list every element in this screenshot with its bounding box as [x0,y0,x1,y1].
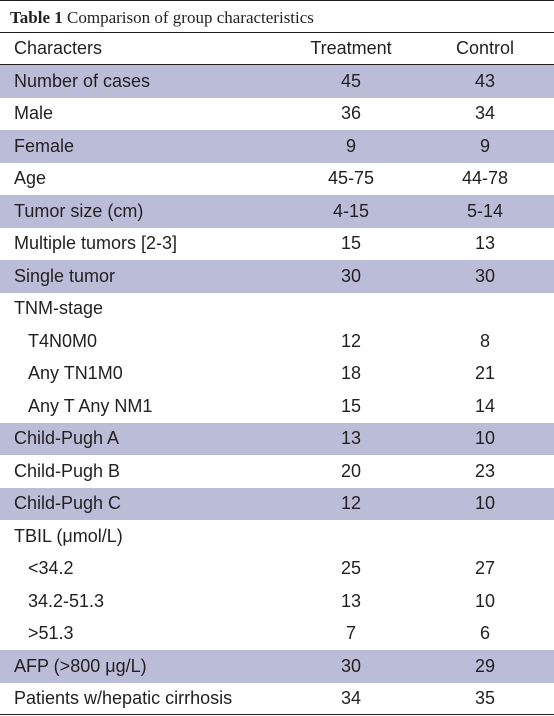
table-row: Number of cases 45 43 [0,65,554,98]
table-row: Patients w/hepatic cirrhosis 34 35 [0,683,554,715]
row-label-cell: Child-Pugh B [14,460,121,481]
table-row: Male 36 34 [0,98,554,131]
table-body: Number of cases 45 43 Male 36 34 Female 9 9 Age 45… [0,65,554,715]
row-label-cell: Child-Pugh C [14,493,122,514]
table-row: Any T Any NM1 15 14 [0,390,554,423]
row-label-cell: Patients w/hepatic cirrhosis [14,687,233,708]
row-label-cell: TNM-stage [14,298,104,319]
table-row: Child-Pugh A 13 10 [0,422,554,455]
table-row: <34.2 25 27 [0,553,554,586]
row-label-cell: T4N0M0 [28,330,98,351]
treatment-cell: 45 [340,70,362,91]
row-label-cell: Number of cases [14,70,151,91]
table-row: >51.3 7 6 [0,618,554,651]
table-row: Single tumor 30 30 [0,260,554,293]
table-row: T4N0M0 12 8 [0,325,554,358]
control-cell: 6 [479,623,490,644]
control-cell: 44-78 [461,168,509,189]
table-row: Child-Pugh C 12 10 [0,487,554,520]
column-header-treatment: Treatment [310,38,392,58]
table-row: Age 45-75 44-78 [0,163,554,196]
control-cell: 21 [474,363,496,384]
control-cell: 5-14 [466,200,504,221]
treatment-cell: 30 [340,655,362,676]
treatment-cell: 34 [340,687,362,708]
treatment-cell: 9 [345,135,356,156]
table-header-row: Characters Treatment Control [0,33,554,65]
treatment-cell: 15 [340,395,362,416]
row-label-cell: Any T Any NM1 [28,395,153,416]
row-label-cell: AFP (>800 μg/L) [14,655,147,676]
control-cell: 9 [479,135,490,156]
treatment-cell: 12 [340,493,362,514]
table-row: Female 9 9 [0,130,554,163]
control-cell: 23 [474,460,496,481]
treatment-cell: 36 [340,103,362,124]
row-label-cell: <34.2 [28,558,74,579]
treatment-cell: 7 [345,623,356,644]
row-label-cell: Male [14,103,54,124]
treatment-cell: 4-15 [332,200,370,221]
table-row: Multiple tumors [2-3] 15 13 [0,228,554,261]
control-cell: 8 [479,330,490,351]
treatment-cell: 20 [340,460,362,481]
table-row: TBIL (μmol/L) [0,520,554,553]
control-cell: 30 [474,265,496,286]
column-header-characters: Characters [14,38,103,58]
row-label-cell: Any TN1M0 [28,363,123,384]
table-caption: Table 1 Comparison of group characterist… [0,0,554,33]
table-row: 34.2-51.3 13 10 [0,585,554,618]
treatment-cell: 18 [340,363,362,384]
control-cell: 14 [474,395,496,416]
control-cell: 10 [474,590,496,611]
table-row: AFP (>800 μg/L) 30 29 [0,650,554,683]
treatment-cell: 13 [340,590,362,611]
control-cell: 43 [474,70,496,91]
treatment-cell: 12 [340,330,362,351]
control-cell: 10 [474,428,496,449]
treatment-cell: 13 [340,428,362,449]
treatment-cell: 30 [340,265,362,286]
table-row: Any TN1M0 18 21 [0,358,554,391]
row-label-cell: 34.2-51.3 [28,590,105,611]
treatment-cell: 15 [340,233,362,254]
table-row: Tumor size (cm) 4-15 5-14 [0,195,554,228]
control-cell: 35 [474,687,496,708]
table-caption-label: Table 1 [10,8,63,27]
row-label-cell: Child-Pugh A [14,428,120,449]
row-label-cell: Multiple tumors [2-3] [14,233,178,254]
treatment-cell: 25 [340,558,362,579]
row-label-cell: Age [14,168,47,189]
control-cell: 13 [474,233,496,254]
row-label-cell: Female [14,135,75,156]
control-cell: 27 [474,558,496,579]
treatment-cell: 45-75 [327,168,375,189]
table-caption-text: Comparison of group characteristics [67,8,314,27]
row-label-cell: Tumor size (cm) [14,200,144,221]
control-cell: 10 [474,493,496,514]
table-row: Child-Pugh B 20 23 [0,455,554,488]
table-row: TNM-stage [0,293,554,326]
control-cell: 29 [474,655,496,676]
row-label-cell: >51.3 [28,623,74,644]
row-label-cell: Single tumor [14,265,116,286]
column-header-control: Control [455,38,515,58]
row-label-cell: TBIL (μmol/L) [14,525,123,546]
control-cell: 34 [474,103,496,124]
